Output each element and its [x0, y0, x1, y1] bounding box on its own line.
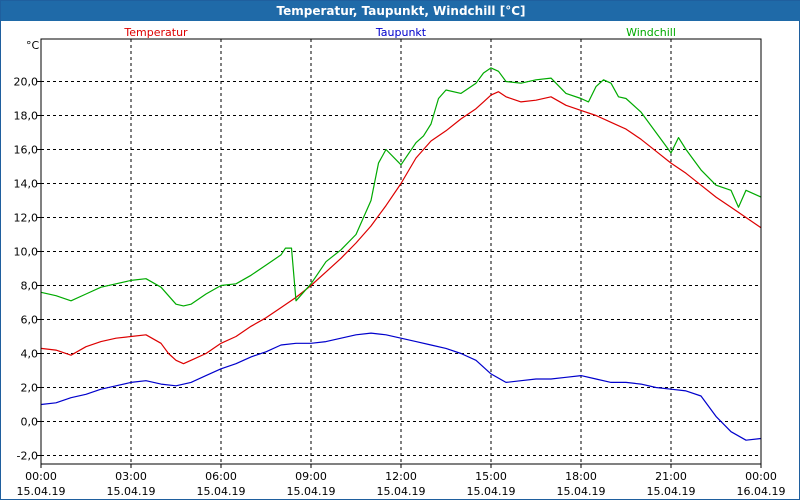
legend-temperatur: Temperatur	[123, 26, 188, 39]
grid-lines	[41, 39, 761, 464]
x-tick-time-label: 12:00	[385, 470, 417, 483]
x-tick-date-label: 15.04.19	[647, 485, 696, 498]
y-axis-label: °C	[26, 39, 40, 52]
plot-area-border	[40, 38, 762, 465]
y-tick-label: 6,0	[21, 314, 39, 327]
y-tick-label: 18,0	[14, 110, 39, 123]
y-tick-label: 4,0	[21, 348, 39, 361]
axes	[37, 38, 762, 468]
series-line-temperatur	[40, 91, 762, 365]
x-tick-time-label: 00:00	[745, 470, 777, 483]
x-tick-date-label: 15.04.19	[377, 485, 426, 498]
x-tick-time-label: 18:00	[565, 470, 597, 483]
y-tick-label: 20,0	[14, 76, 39, 89]
y-tick-label: 12,0	[14, 212, 39, 225]
series-lines	[40, 67, 762, 441]
y-tick-label: -2,0	[17, 450, 38, 463]
x-tick-date-label: 15.04.19	[557, 485, 606, 498]
x-tick-date-label: 15.04.19	[17, 485, 66, 498]
x-tick-date-label: 15.04.19	[107, 485, 156, 498]
y-tick-label: 0,0	[21, 416, 39, 429]
y-tick-label: 16,0	[14, 144, 39, 157]
y-tick-label: 2,0	[21, 382, 39, 395]
x-tick-date-label: 16.04.19	[737, 485, 786, 498]
tick-labels: -2,0 0,0 2,0 4,0 6,0 8,0 10,0 12,0 14,0 16,0 18,0 2…	[14, 39, 786, 498]
x-tick-date-label: 15.04.19	[467, 485, 516, 498]
y-tick-label: 8,0	[21, 280, 39, 293]
y-tick-label: 14,0	[14, 178, 39, 191]
series-line-windchill	[40, 67, 762, 307]
x-tick-time-label: 06:00	[205, 470, 237, 483]
x-tick-time-label: 03:00	[115, 470, 147, 483]
x-tick-time-label: 09:00	[295, 470, 327, 483]
x-tick-date-label: 15.04.19	[287, 485, 336, 498]
chart-title: Temperatur, Taupunkt, Windchill [°C]	[1, 1, 800, 21]
legend-windchill: Windchill	[626, 26, 676, 39]
series-line-taupunkt	[40, 332, 762, 441]
x-tick-date-label: 15.04.19	[197, 485, 246, 498]
x-tick-time-label: 00:00	[25, 470, 57, 483]
y-tick-label: 10,0	[14, 246, 39, 259]
legend-taupunkt: Taupunkt	[375, 26, 427, 39]
legend: Temperatur Taupunkt Windchill	[123, 26, 676, 39]
x-tick-time-label: 15:00	[475, 470, 507, 483]
x-tick-time-label: 21:00	[655, 470, 687, 483]
